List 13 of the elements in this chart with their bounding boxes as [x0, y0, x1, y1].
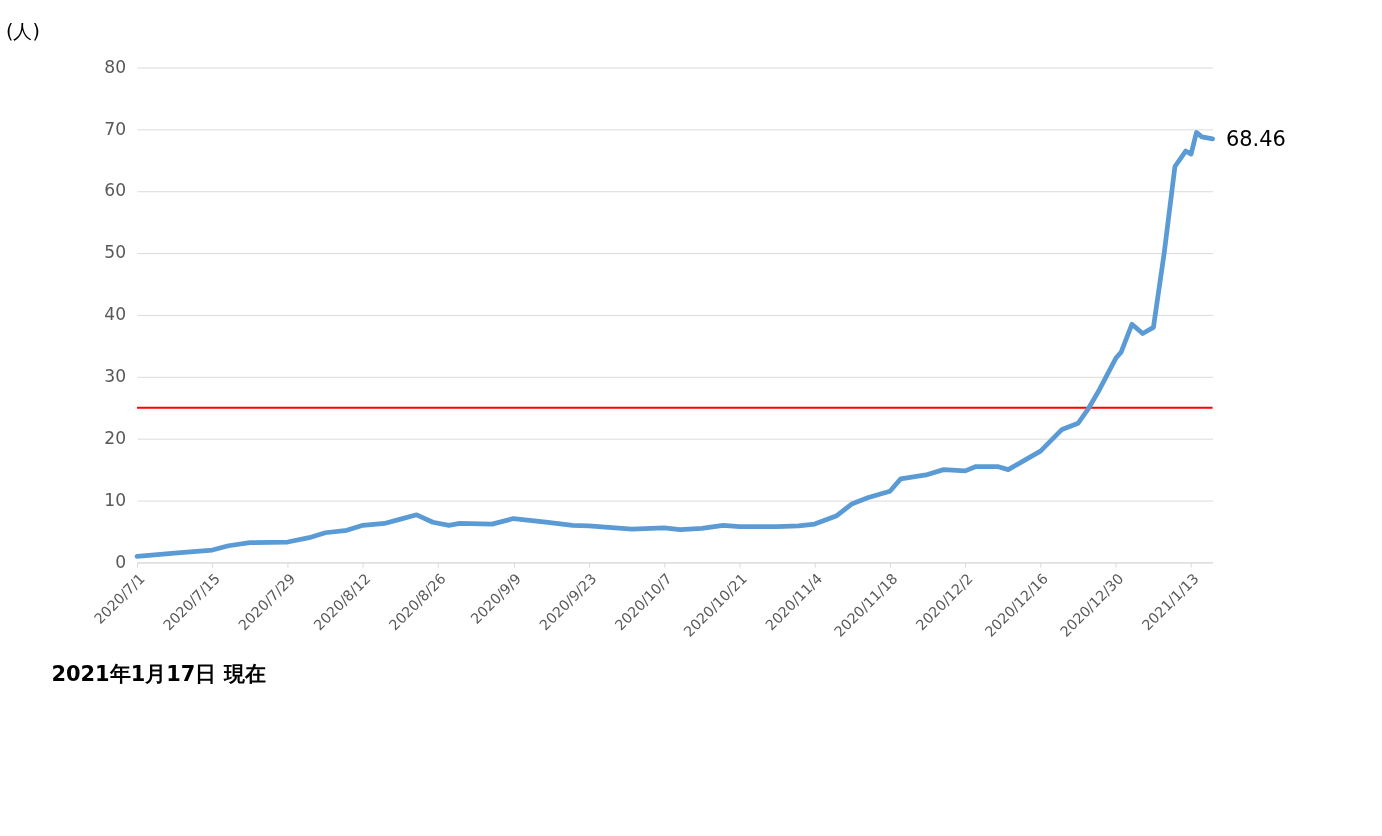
- y-tick-label: 60: [104, 180, 127, 201]
- y-tick-label: 0: [115, 551, 127, 572]
- y-tick-label: 40: [104, 304, 127, 325]
- text: 2021年1月17日 現在: [51, 662, 266, 687]
- y-tick-label: 30: [104, 366, 127, 387]
- y-tick-label: 80: [104, 56, 127, 77]
- y-tick-label: 50: [104, 242, 127, 263]
- y-tick-label: 20: [104, 427, 127, 448]
- y-tick-label: 70: [104, 118, 127, 139]
- line-series: [134, 130, 1215, 559]
- y-tick-label: 10: [104, 489, 127, 510]
- annotation: 68.46: [1225, 126, 1286, 151]
- y-axis-title: (人): [6, 20, 40, 43]
